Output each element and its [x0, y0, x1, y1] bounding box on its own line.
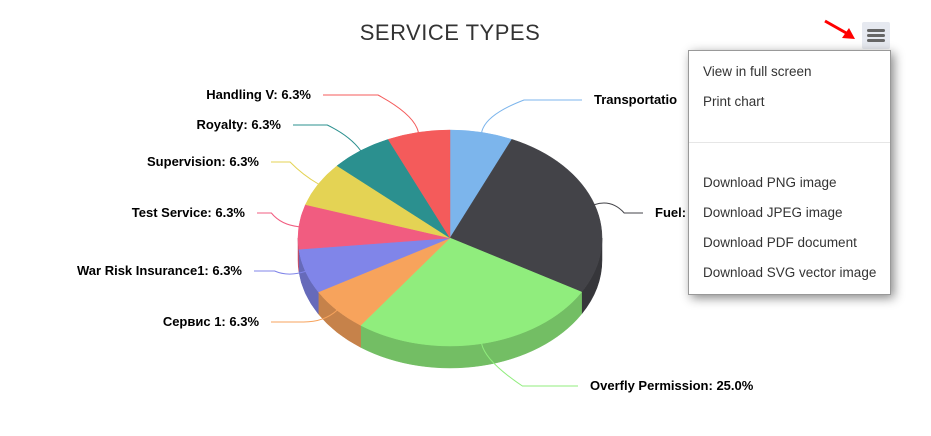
menu-separator: [689, 142, 890, 143]
data-label: Transportatio: [594, 92, 677, 107]
pie-slice[interactable]: [360, 237, 583, 347]
data-label: Royalty: 6.3%: [196, 117, 281, 132]
chart-title: SERVICE TYPES: [360, 20, 541, 45]
label-connector: [293, 124, 362, 151]
pie-slices: [297, 129, 603, 347]
label-connector: [271, 161, 319, 185]
menu-item-download-svg[interactable]: Download SVG vector image: [703, 265, 877, 280]
menu-item-download-jpeg[interactable]: Download JPEG image: [703, 205, 843, 220]
menu-item-download-png[interactable]: Download PNG image: [703, 175, 837, 190]
hamburger-line: [867, 34, 885, 37]
menu-item-download-pdf[interactable]: Download PDF document: [703, 235, 857, 250]
label-connector: [481, 343, 578, 387]
export-menu: View in full screen Print chart Download…: [688, 50, 891, 295]
red-arrow-icon: [824, 19, 855, 39]
hamburger-menu-icon: [867, 29, 885, 32]
label-connector: [594, 202, 643, 214]
data-label: Supervision: 6.3%: [147, 154, 259, 169]
pie-slice[interactable]: [387, 129, 451, 239]
data-label: Test Service: 6.3%: [132, 205, 246, 220]
label-connectors: [254, 94, 643, 387]
label-connector: [254, 270, 306, 275]
data-label: Сервис 1: 6.3%: [163, 314, 260, 329]
data-label: War Risk Insurance1: 6.3%: [77, 263, 242, 278]
export-menu-button[interactable]: [862, 22, 890, 49]
menu-item-print-chart[interactable]: Print chart: [703, 94, 765, 109]
menu-item-view-full-screen[interactable]: View in full screen: [703, 64, 812, 79]
label-connector: [323, 94, 419, 133]
data-label: Overfly Permission: 25.0%: [590, 378, 754, 393]
label-connector: [257, 212, 299, 228]
hamburger-line: [867, 39, 885, 42]
label-connector: [481, 99, 582, 133]
label-connector: [271, 309, 338, 323]
data-label: Fuel:: [655, 205, 686, 220]
data-label: Handling V: 6.3%: [206, 87, 311, 102]
pie-slice[interactable]: [449, 139, 603, 293]
data-labels: Transportatio Fuel: Overfly Permission: 25…: [77, 87, 754, 393]
